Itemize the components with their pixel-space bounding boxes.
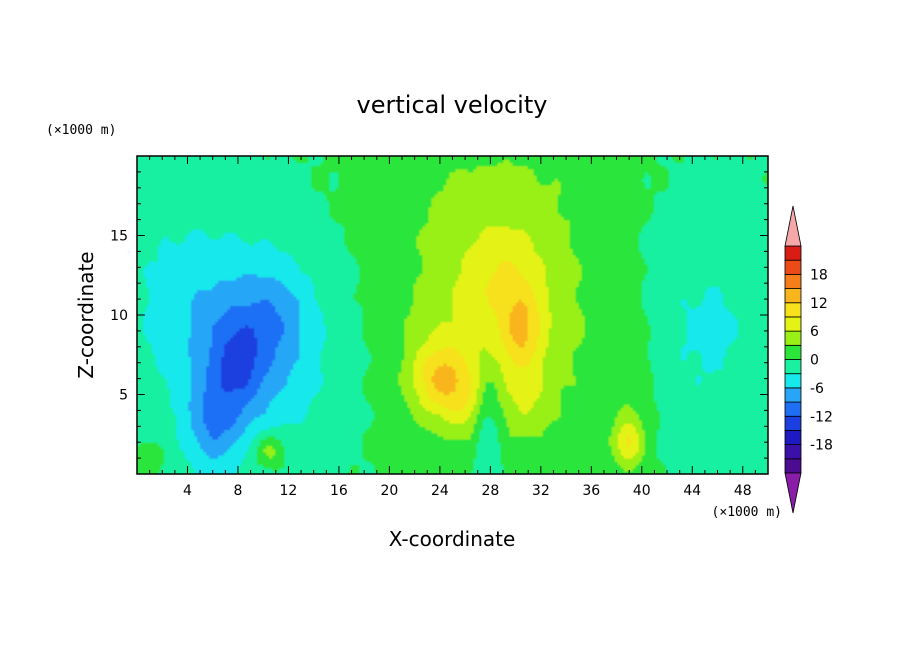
y-axis-label: Z-coordinate: [74, 251, 98, 378]
contour-fill: [137, 156, 769, 475]
y-axis-unit: (×1000 m): [46, 123, 116, 138]
chart-title: vertical velocity: [357, 91, 548, 119]
plot-area: [137, 156, 769, 475]
